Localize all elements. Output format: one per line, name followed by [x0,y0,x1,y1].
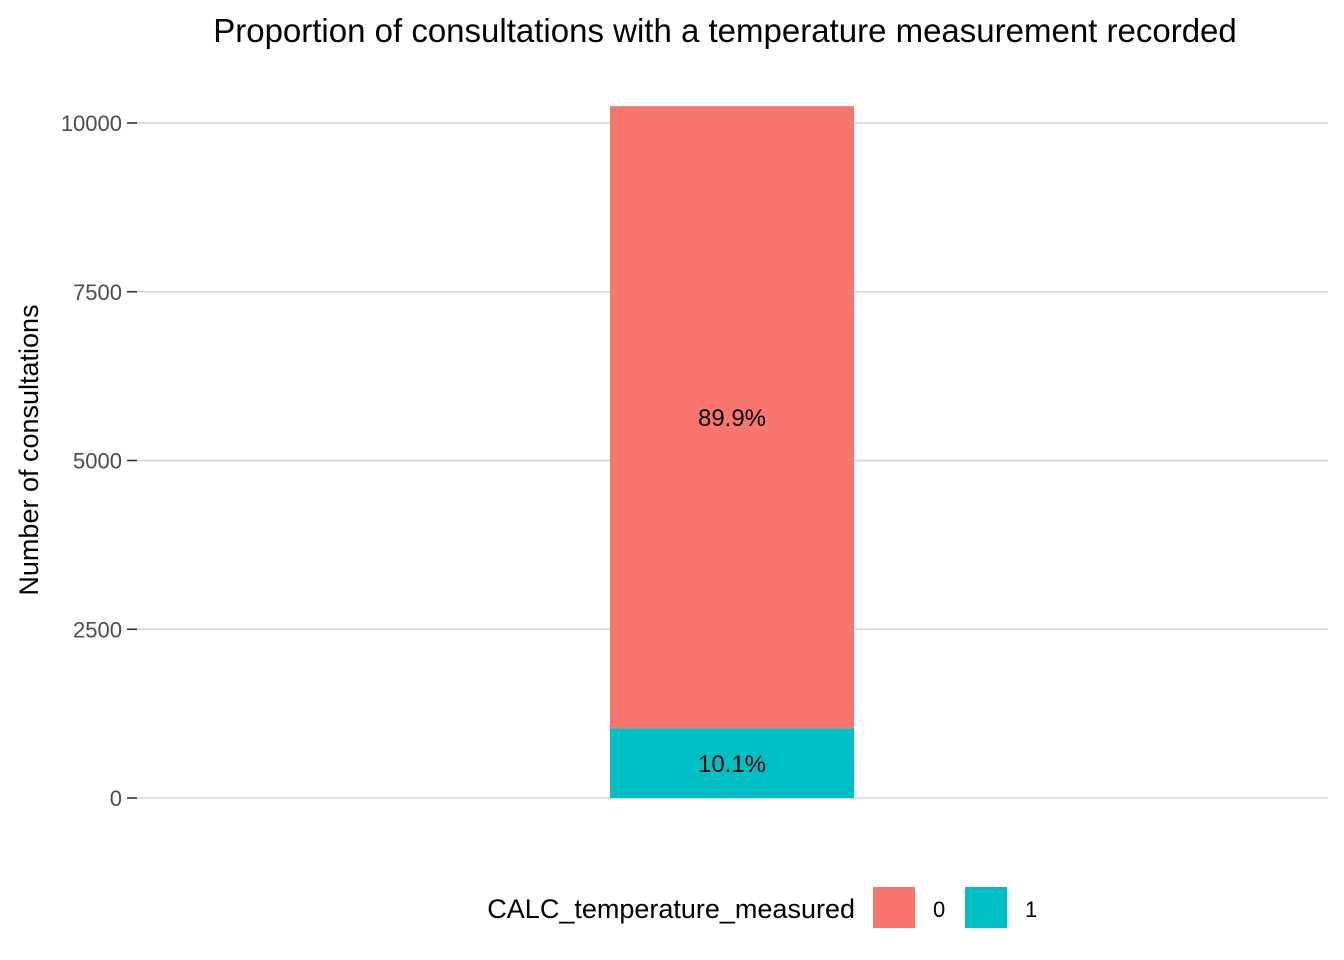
y-tick-label: 0 [110,786,122,811]
y-tick-label: 2500 [73,617,122,642]
y-axis-ticks: 0 2500 5000 7500 10000 [61,111,137,811]
y-tick-label: 5000 [73,449,122,474]
y-axis-label: Number of consultations [14,304,44,595]
legend-key-1 [965,887,1007,928]
data-label-1: 10.1% [698,751,766,778]
bar-segment-0 [610,106,854,729]
chart-title: Proportion of consultations with a tempe… [213,12,1237,49]
y-tick-label: 10000 [61,111,122,136]
legend-label-0: 0 [933,897,945,922]
legend-title: CALC_temperature_measured [487,894,855,924]
data-labels: 10.1% 89.9% [698,405,766,778]
legend-key-0 [873,887,915,928]
y-tick-label: 7500 [73,280,122,305]
data-label-0: 89.9% [698,405,766,432]
legend-label-1: 1 [1025,897,1037,922]
bars [610,106,854,798]
bar-segment-1 [610,728,854,798]
